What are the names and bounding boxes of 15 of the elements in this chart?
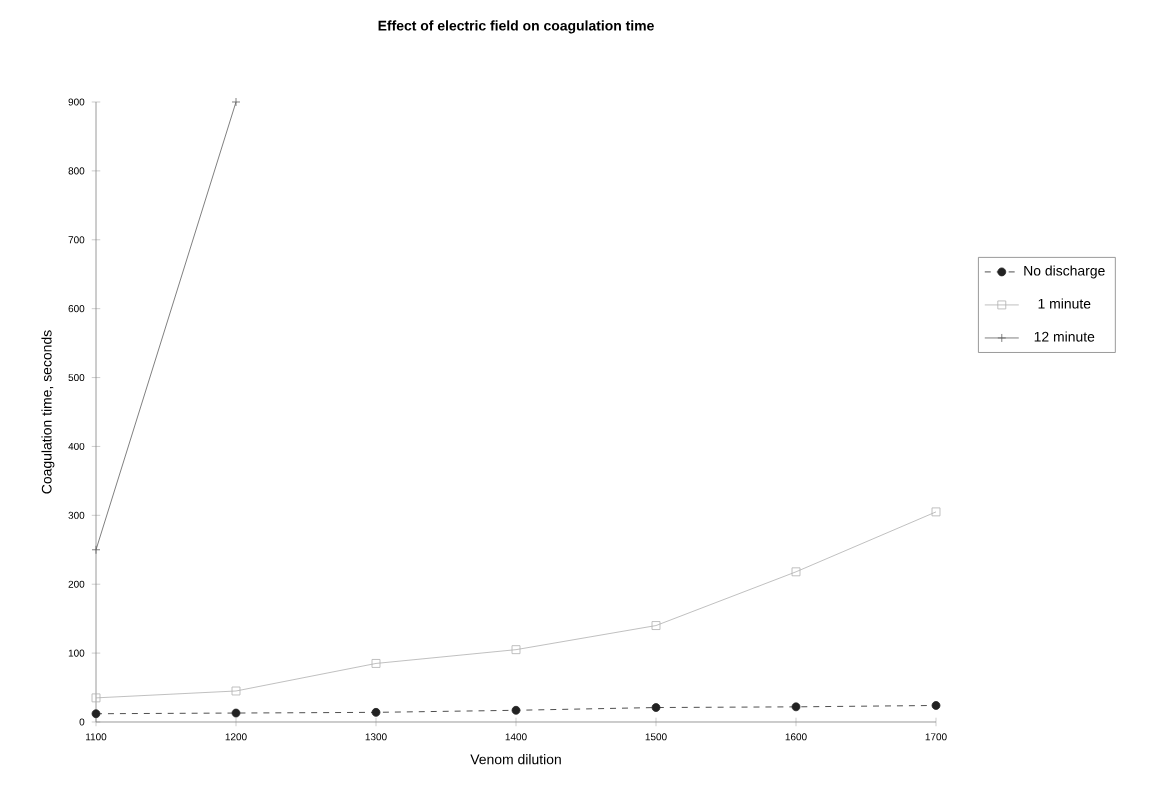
point	[931, 701, 941, 710]
point	[371, 659, 381, 668]
point	[511, 645, 521, 655]
point	[791, 702, 801, 712]
point	[931, 507, 941, 517]
point	[511, 705, 521, 715]
point	[791, 567, 801, 577]
point	[371, 707, 381, 717]
point	[91, 709, 101, 719]
line-series	[91, 507, 941, 703]
point	[231, 686, 241, 696]
point	[651, 621, 661, 630]
point	[231, 708, 241, 718]
point	[651, 703, 661, 712]
point	[91, 693, 101, 703]
